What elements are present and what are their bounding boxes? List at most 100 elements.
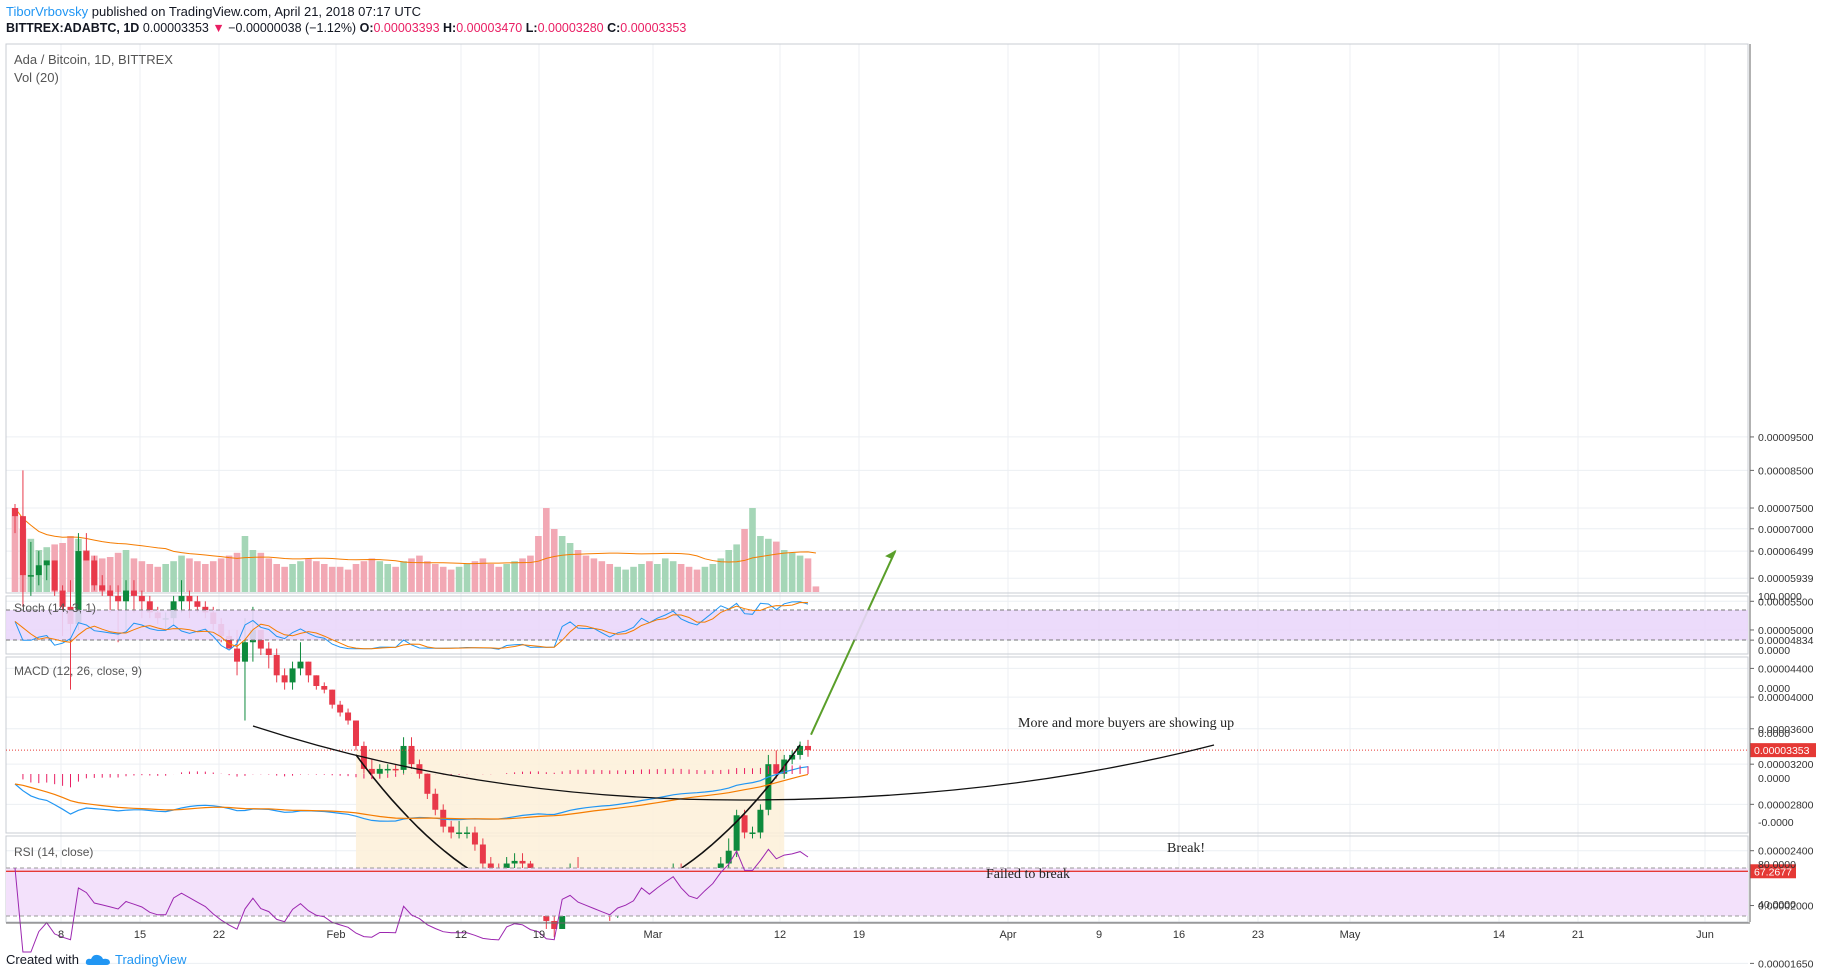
tradingview-logo[interactable]: TradingView bbox=[85, 952, 187, 967]
volume-bar bbox=[233, 552, 241, 592]
last-price-badge bbox=[1750, 743, 1816, 758]
volume-bar bbox=[83, 550, 90, 592]
candle bbox=[345, 708, 352, 725]
volume-bar bbox=[765, 538, 772, 592]
price-tick-label: 0.00002000 bbox=[1758, 901, 1814, 913]
volume-bar bbox=[352, 564, 360, 592]
candle bbox=[479, 838, 486, 871]
volume-bar bbox=[733, 544, 740, 592]
date-tick-label: 22 bbox=[213, 929, 225, 941]
candle bbox=[83, 533, 90, 561]
candle-body bbox=[241, 642, 248, 662]
candle bbox=[749, 826, 756, 839]
candle bbox=[432, 788, 439, 816]
last-price-label: 0.00003353 bbox=[1754, 745, 1810, 757]
rsi-fail-annotation: Failed to break bbox=[986, 867, 1070, 882]
candle-body bbox=[757, 809, 764, 833]
date-tick-label: 16 bbox=[1173, 929, 1185, 941]
candle-body bbox=[146, 601, 153, 613]
candle-body bbox=[138, 595, 145, 602]
volume-bar bbox=[320, 564, 328, 592]
volume-bar bbox=[543, 508, 550, 592]
close-label: C: bbox=[607, 21, 621, 35]
candle bbox=[408, 737, 415, 769]
candle-body bbox=[313, 675, 320, 687]
volume-bar bbox=[772, 541, 780, 592]
candle-body bbox=[337, 704, 344, 713]
candle bbox=[352, 720, 359, 751]
candle-body bbox=[797, 745, 804, 755]
ohlc-legend: BITTREX:ADABTC, 1D 0.00003353 ▼ −0.00000… bbox=[6, 20, 1806, 37]
date-tick-label: May bbox=[1340, 929, 1361, 941]
stoch-legend: Stoch (14, 3, 1) bbox=[14, 601, 96, 615]
candle bbox=[400, 737, 407, 774]
chart-title: Ada / Bitcoin, 1D, BITTREX bbox=[14, 52, 173, 67]
candle-body bbox=[43, 560, 50, 566]
candle-body bbox=[186, 595, 193, 602]
volume-bar bbox=[424, 561, 431, 592]
volume-bar bbox=[614, 566, 621, 592]
volume-bar bbox=[455, 566, 463, 592]
macd-axis-label: -0.0000 bbox=[1758, 817, 1794, 829]
candle-body bbox=[99, 585, 106, 591]
stoch-d-line bbox=[14, 601, 809, 650]
date-tick-label: 23 bbox=[1252, 929, 1264, 941]
candle bbox=[471, 826, 478, 851]
author-link[interactable]: TiborVrbovsky bbox=[6, 4, 89, 19]
price-tick-label: 0.00009500 bbox=[1758, 432, 1814, 444]
price-tick-label: 0.00007500 bbox=[1758, 503, 1814, 515]
candle bbox=[27, 541, 34, 596]
candle bbox=[297, 642, 304, 676]
candle bbox=[456, 820, 463, 839]
volume-bar bbox=[154, 566, 162, 592]
volume-bar bbox=[209, 561, 217, 592]
volume-bar bbox=[202, 564, 209, 592]
price-tick-label: 0.00005000 bbox=[1758, 625, 1814, 637]
volume-bar bbox=[630, 566, 637, 592]
candle-body bbox=[27, 575, 34, 577]
volume-bar bbox=[336, 566, 344, 592]
candle-body bbox=[51, 560, 58, 591]
date-tick-label: 12 bbox=[455, 929, 467, 941]
volume-bar bbox=[463, 564, 471, 592]
candle-body bbox=[352, 720, 359, 746]
candle-body bbox=[329, 689, 336, 705]
price-tick-label: 0.00002400 bbox=[1758, 846, 1814, 858]
candle-body bbox=[178, 595, 185, 602]
candle-body bbox=[789, 754, 796, 760]
volume-bar bbox=[249, 550, 257, 592]
volume-bar bbox=[416, 555, 423, 592]
rsi-axis-label: 40.0000 bbox=[1758, 899, 1796, 911]
tradingview-cloud-icon bbox=[85, 954, 110, 965]
pane-frames bbox=[5, 43, 1749, 923]
rsi-break-annotation: Break! bbox=[1167, 841, 1205, 856]
candle-body bbox=[226, 636, 233, 649]
macd-annotation: More and more buyers are showing up bbox=[1018, 716, 1234, 731]
volume-bar bbox=[749, 508, 756, 592]
high-value: 0.00003470 bbox=[456, 21, 523, 35]
stoch-pane bbox=[6, 601, 1748, 651]
candle-body bbox=[464, 832, 471, 834]
volume-bar bbox=[638, 564, 645, 592]
volume-bar bbox=[725, 550, 732, 592]
macd-axis-label: 0.0000 bbox=[1758, 728, 1790, 740]
volume-bar bbox=[11, 508, 19, 592]
volume-bar bbox=[130, 558, 138, 592]
date-tick-label: Mar bbox=[644, 929, 663, 941]
candle bbox=[273, 648, 280, 683]
volume-bar bbox=[685, 566, 693, 592]
date-tick-label: 19 bbox=[533, 929, 545, 941]
volume-bar bbox=[447, 569, 455, 592]
date-tick-label: 21 bbox=[1572, 929, 1584, 941]
volume-bar bbox=[487, 564, 495, 592]
macd-axis-label: 0.0000 bbox=[1758, 773, 1790, 785]
volume-bar bbox=[550, 529, 558, 592]
candle-body bbox=[75, 551, 82, 625]
candle-body bbox=[376, 768, 383, 774]
target-arrow bbox=[810, 550, 897, 736]
volume-bar bbox=[170, 561, 177, 592]
candle bbox=[733, 809, 740, 858]
candle-body bbox=[805, 745, 811, 751]
volume-bar bbox=[701, 566, 709, 592]
